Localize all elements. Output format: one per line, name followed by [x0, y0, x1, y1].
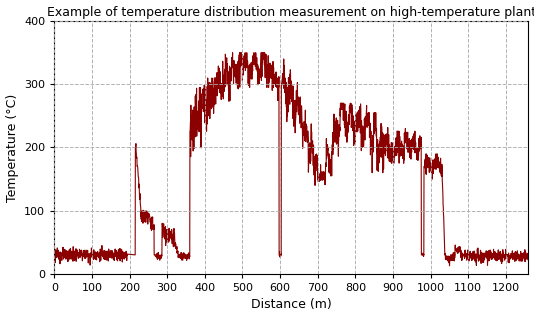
Title: Example of temperature distribution measurement on high-temperature plant: Example of temperature distribution meas…: [47, 6, 534, 19]
X-axis label: Distance (m): Distance (m): [251, 298, 332, 311]
Y-axis label: Temperature (°C): Temperature (°C): [5, 94, 19, 202]
